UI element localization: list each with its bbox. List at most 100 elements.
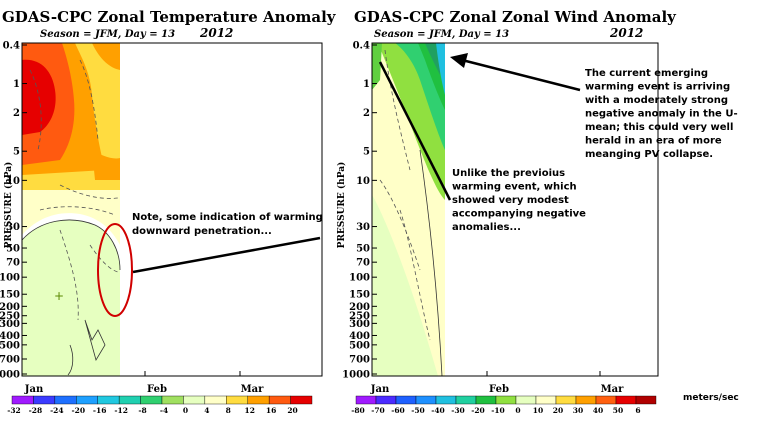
temperature-y-tick-label: 10 — [6, 176, 20, 187]
wind-x-tick-label: Mar — [601, 384, 625, 395]
temperature-colorbar-label: 16 — [266, 406, 276, 415]
wind-colorbar-swatch — [575, 395, 597, 405]
wind-colorbar-swatch — [595, 395, 617, 405]
temperature-colorbar-swatch — [183, 395, 206, 405]
emerging-event-arrow-shaft — [461, 58, 581, 92]
wind-colorbar-swatch — [495, 395, 517, 405]
temperature-colorbar-label: -24 — [50, 406, 64, 415]
wind-y-tick-label: 50 — [356, 244, 370, 255]
wind-colorbar-swatch — [375, 395, 397, 405]
wind-colorbar-label: 10 — [533, 406, 543, 415]
temperature-x-tick-label: Feb — [147, 384, 167, 395]
temperature-colorbar-swatch — [140, 395, 163, 405]
wind-x-tick-label: Feb — [489, 384, 509, 395]
temperature-x-axis: Jan Feb Mar — [21, 371, 264, 395]
previous-event-note-line: anomalies... — [452, 222, 521, 233]
temperature-colorbar-swatch — [226, 395, 248, 405]
temperature-colorbar-swatch — [161, 395, 184, 405]
temperature-y-tick-label: 1000 — [0, 370, 20, 381]
temperature-colorbar-label: -8 — [138, 406, 146, 415]
temperature-colorbar-label: -16 — [93, 406, 107, 415]
previous-event-note-line: showed very modest — [452, 195, 569, 206]
temperature-colorbar-swatch — [268, 395, 291, 405]
temperature-y-tick-label: 200 — [0, 302, 20, 313]
wind-colorbar-label: -40 — [431, 406, 445, 415]
wind-colorbar-swatch — [635, 395, 657, 405]
wind-colorbar-swatch — [535, 395, 557, 405]
temperature-x-tick-label: Jan — [24, 384, 44, 395]
temperature-colorbar-label: 4 — [204, 406, 209, 415]
warming-highlight-ellipse — [97, 223, 133, 317]
temperature-y-tick-label: 250 — [0, 311, 20, 322]
wind-colorbar: -80 -70 -60 -50 -40 -30 -20 -10 0 10 20 30 40 50 6 — [351, 395, 657, 415]
wind-colorbar-swatch — [515, 395, 537, 405]
wind-contour-fill — [372, 43, 445, 376]
wind-y-tick-label: 300 — [349, 319, 370, 330]
wind-y-tick-label: 700 — [349, 355, 370, 366]
wind-colorbar-label: -20 — [471, 406, 485, 415]
temperature-colorbar-label: 0 — [183, 406, 188, 415]
temperature-contour-lines — [21, 59, 121, 376]
wind-colorbar-label: 30 — [573, 406, 583, 415]
temperature-y-tick-label: 150 — [0, 290, 20, 301]
temperature-colorbar-label: -20 — [72, 406, 86, 415]
temperature-colorbar-swatch — [290, 395, 313, 405]
temperature-y-tick-label: 400 — [0, 331, 20, 342]
wind-colorbar-label: -10 — [491, 406, 505, 415]
wind-colorbar-label: -50 — [411, 406, 425, 415]
wind-colorbar-swatch — [455, 395, 477, 405]
wind-y-tick-label: 1 — [363, 79, 370, 90]
temperature-colorbar-label: 20 — [287, 406, 297, 415]
temperature-colorbar-swatch — [118, 395, 141, 405]
wind-y-tick-label: 0.4 — [353, 41, 370, 52]
wind-colorbar-label: 50 — [613, 406, 623, 415]
temperature-y-tick-label: 1 — [13, 79, 20, 90]
wind-panel: GDAS-CPC Zonal Zonal Wind Anomaly Season… — [336, 8, 739, 415]
wind-colorbar-swatch — [555, 395, 577, 405]
warming-note-arrow — [132, 236, 321, 274]
temperature-colorbar-swatch — [33, 395, 56, 405]
temperature-year: 2012 — [199, 26, 233, 40]
temperature-y-tick-label: 700 — [0, 355, 20, 366]
temperature-y-axis-label: PRESSURE (hPa) — [3, 162, 14, 249]
wind-y-tick-label: 250 — [349, 311, 370, 322]
temperature-y-tick-label: 2 — [13, 108, 20, 119]
emerging-event-note: The current emerging warming event is arr… — [585, 68, 738, 160]
previous-event-note-line: warming event, which — [452, 182, 577, 193]
previous-event-arrow-shaft — [378, 61, 452, 201]
warming-note-line-1: Note, some indication of warming — [132, 212, 323, 223]
emerging-event-note-line: warming event is arriving — [585, 82, 730, 93]
wind-x-axis: Jan Feb Mar — [367, 371, 625, 395]
wind-x-tick-label: Jan — [370, 384, 390, 395]
temperature-title: GDAS-CPC Zonal Temperature Anomaly — [2, 8, 337, 26]
temperature-colorbar-swatch — [97, 395, 120, 405]
emerging-event-note-line: with a moderately strong — [585, 95, 728, 106]
wind-y-tick-label: 200 — [349, 302, 370, 313]
temperature-colorbar-label: -12 — [114, 406, 128, 415]
temperature-colorbar-swatch — [247, 395, 270, 405]
emerging-event-note-line: meanging PV collapse. — [585, 149, 713, 160]
temperature-y-tick-label: 100 — [0, 273, 20, 284]
wind-colorbar-label: 0 — [515, 406, 520, 415]
temperature-y-tick-label: 30 — [6, 222, 20, 233]
temperature-colorbar-label: -32 — [7, 406, 21, 415]
wind-colorbar-label: -70 — [371, 406, 385, 415]
temperature-y-tick-label: 70 — [6, 258, 20, 269]
wind-colorbar-label: 40 — [593, 406, 603, 415]
emerging-event-note-line: negative anomaly in the U- — [585, 109, 738, 120]
wind-colorbar-swatch — [615, 395, 637, 405]
temperature-subtitle: Season = JFM, Day = 13 — [40, 29, 175, 40]
temperature-colorbar: -32 -28 -24 -20 -16 -12 -8 -4 0 4 8 12 16 20 — [7, 395, 313, 415]
temperature-colorbar-label: -4 — [160, 406, 168, 415]
temperature-panel: GDAS-CPC Zonal Temperature Anomaly Seaso… — [0, 8, 337, 415]
warming-note-line-2: downward penetration... — [132, 226, 272, 237]
wind-y-tick-label: 1000 — [342, 370, 370, 381]
wind-colorbar-swatch — [355, 395, 377, 405]
temperature-colorbar-swatch — [76, 395, 98, 405]
wind-y-tick-label: 5 — [363, 147, 370, 158]
previous-event-note-line: Unlike the previoius — [452, 168, 565, 179]
wind-colorbar-label: 6 — [635, 406, 640, 415]
wind-y-tick-label: 100 — [349, 273, 370, 284]
